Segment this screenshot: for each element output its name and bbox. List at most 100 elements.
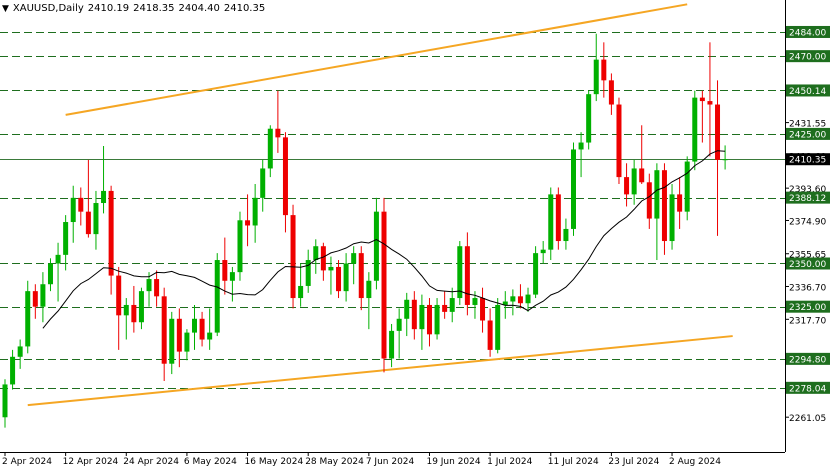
candle-body	[138, 291, 144, 323]
candle	[252, 184, 258, 243]
candle	[646, 173, 652, 229]
candle	[419, 294, 425, 350]
x-tick-label: 6 May 2024	[184, 457, 237, 467]
candle-body	[699, 97, 705, 102]
candle-body	[123, 304, 129, 316]
candle-body	[131, 304, 137, 323]
candle	[517, 284, 523, 309]
candle-body	[282, 137, 288, 216]
current-price-tag: 2410.35	[786, 153, 830, 166]
candle-body	[586, 94, 592, 143]
candle-body	[290, 215, 296, 299]
x-tick-label: 2 Aug 2024	[669, 457, 721, 467]
candle-body	[464, 246, 470, 305]
candle	[351, 246, 357, 285]
candle-body	[313, 246, 319, 261]
candle-body	[2, 384, 8, 418]
candle	[275, 90, 281, 153]
dropdown-triangle-icon[interactable]: ▼	[2, 4, 9, 14]
candle-body	[608, 80, 614, 105]
candle-body	[525, 294, 531, 304]
price-tags: 2484.00 2470.00 2450.14 2425.00 2388.12 2350.…	[786, 25, 830, 394]
x-tick-label: 1 Jul 2024	[487, 457, 532, 467]
low-value: 2404.40	[178, 3, 220, 14]
candle-body	[328, 266, 334, 271]
y-tick-label: 2317.70	[789, 316, 826, 326]
candle	[624, 163, 630, 207]
price-tag-box	[786, 84, 830, 97]
candle	[78, 187, 84, 226]
candle	[336, 260, 342, 299]
price-tag-label: 2350.00	[789, 260, 826, 270]
candle	[184, 329, 190, 361]
level-price-tag: 2450.14	[786, 84, 830, 97]
candle-body	[305, 260, 311, 286]
candle	[305, 249, 311, 293]
x-tick-label: 23 Jul 2024	[608, 457, 659, 467]
candle	[358, 246, 364, 311]
candle	[63, 215, 69, 271]
moving-average-line	[42, 150, 726, 329]
candle-body	[320, 246, 326, 271]
candle-body	[442, 304, 448, 312]
candle-body	[222, 260, 228, 281]
horizontal-levels	[0, 32, 785, 389]
candle	[108, 185, 114, 295]
candle-body	[146, 279, 152, 292]
candle-body	[707, 101, 713, 105]
candle-body	[404, 299, 410, 319]
price-tag-box	[786, 153, 830, 166]
candles	[2, 33, 728, 428]
x-tick-label: 11 Jul 2024	[548, 457, 599, 467]
candle	[692, 90, 698, 171]
x-tick-label: 28 May 2024	[305, 457, 364, 467]
high-value: 2418.35	[133, 3, 175, 14]
candle	[373, 197, 379, 290]
price-tag-label: 2388.12	[789, 194, 826, 204]
price-tag-label: 2410.35	[789, 156, 826, 166]
candle-body	[237, 220, 243, 273]
x-tick-label: 2 Apr 2024	[2, 457, 52, 467]
candle	[381, 197, 387, 373]
candle-body	[25, 291, 31, 347]
candle	[661, 163, 667, 255]
symbol-label: XAUUSD,Daily	[12, 3, 84, 14]
y-tick-label: 2374.90	[789, 217, 826, 227]
candle	[17, 339, 23, 369]
candle	[426, 298, 432, 347]
level-price-tag: 2425.00	[786, 127, 830, 140]
price-tag-label: 2470.00	[789, 53, 826, 63]
price-tag-label: 2278.04	[789, 384, 826, 394]
candle-body	[426, 304, 432, 335]
candle	[639, 125, 645, 185]
candle	[313, 239, 319, 274]
level-price-tag: 2294.80	[786, 352, 830, 365]
candle-body	[351, 253, 357, 264]
candle-body	[343, 263, 349, 292]
price-tag-box	[786, 25, 830, 38]
candle	[389, 323, 395, 368]
price-tag-label: 2450.14	[789, 87, 826, 97]
candle-body	[389, 330, 395, 359]
candle-body	[593, 59, 599, 95]
candle	[616, 97, 622, 185]
candle-body	[563, 228, 569, 242]
candle-body	[624, 177, 630, 195]
candle	[192, 304, 197, 350]
x-tick-label: 19 Jun 2024	[426, 457, 480, 467]
candle	[722, 145, 728, 170]
candle	[25, 280, 31, 354]
price-tag-box	[786, 381, 830, 394]
candle	[434, 298, 440, 340]
candle-body	[669, 194, 675, 242]
level-price-tag: 2278.04	[786, 381, 830, 394]
candle	[267, 125, 273, 178]
y-tick-label: 2336.70	[789, 283, 826, 293]
candle-body	[502, 301, 508, 305]
candle	[715, 80, 721, 236]
candle-body	[358, 253, 364, 299]
candle-body	[457, 246, 463, 299]
candle	[207, 308, 213, 350]
candle-body	[578, 142, 584, 150]
candle-body	[571, 149, 576, 229]
